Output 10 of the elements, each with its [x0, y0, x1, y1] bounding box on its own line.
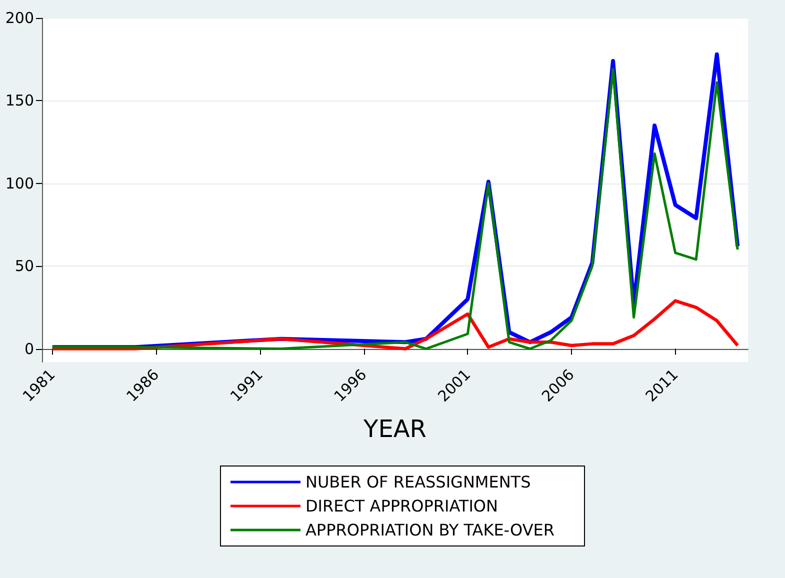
line-series	[50, 299, 740, 350]
y-tick-label: 150	[5, 92, 34, 110]
legend-label: NUBER OF REASSIGNMENTS	[305, 472, 531, 492]
x-axis-title: YEAR	[362, 415, 426, 443]
y-tick-label: 0	[24, 340, 34, 358]
y-tick-label: 50	[14, 257, 34, 276]
legend-label: DIRECT APPROPRIATION	[305, 496, 498, 516]
y-tick-label: 100	[5, 174, 34, 192]
y-tick-label: 200	[5, 9, 34, 27]
legend-label: APPROPRIATION BY TAKE-OVER	[305, 520, 555, 540]
